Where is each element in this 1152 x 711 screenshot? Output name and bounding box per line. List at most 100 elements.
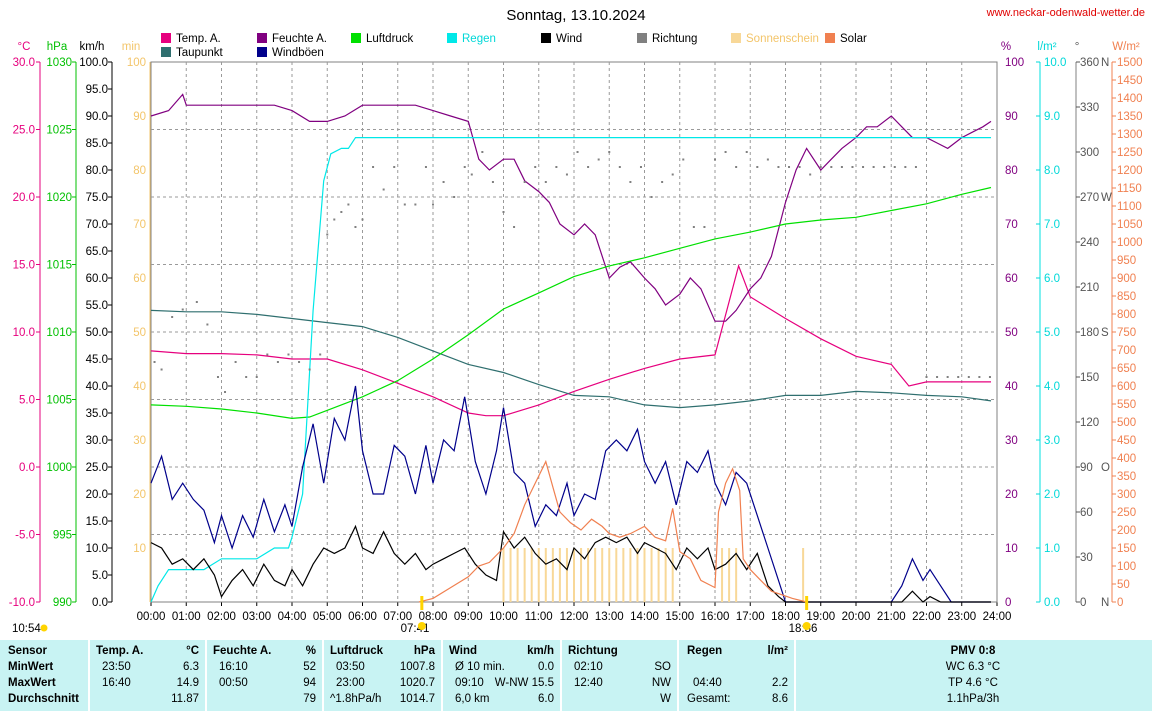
direction-point — [255, 376, 258, 378]
tick-label-solar: 1200 — [1117, 165, 1143, 177]
legend-label-3: Windböen — [272, 47, 324, 59]
sunshine-bar — [523, 548, 526, 602]
direction-point — [777, 166, 780, 168]
stat-value: 11.87 — [171, 693, 199, 705]
stat-value: 14.9 — [176, 677, 199, 689]
sunshine-bar — [636, 548, 639, 602]
tick-label-sunshine: 70 — [133, 219, 146, 231]
axis-unit-wind: km/h — [80, 41, 105, 53]
tick-label-rain: 10.0 — [1044, 57, 1066, 69]
direction-point — [703, 226, 706, 228]
stat-time: 03:50 — [336, 661, 365, 673]
direction-point — [809, 173, 812, 176]
stat-unit: l/m² — [767, 645, 788, 657]
direction-point — [206, 323, 209, 326]
tick-label-direction: 30 — [1080, 552, 1093, 564]
sunshine-bar — [509, 548, 512, 602]
x-tick-label: 01:00 — [172, 611, 201, 623]
axis-unit-rain: l/m² — [1037, 41, 1056, 53]
tick-label-solar: 0 — [1117, 597, 1123, 609]
stats-pressure: Luftdruck hPa 03:50 1007.8 23:00 1020.7 ^1.… — [324, 640, 441, 711]
axis-unit-sunshine: min — [122, 41, 141, 53]
x-tick-label: 24:00 — [983, 611, 1012, 623]
source-link[interactable]: www.neckar-odenwald-wetter.de — [986, 7, 1145, 19]
direction-point — [788, 166, 791, 168]
tick-label-sunshine: 40 — [133, 381, 146, 393]
tick-label-solar: 750 — [1117, 327, 1136, 339]
tick-label-solar: 650 — [1117, 363, 1136, 375]
x-tick-label: 14:00 — [630, 611, 659, 623]
stats-direction: Richtung 02:10 SO 12:40 NW W — [562, 640, 677, 711]
stat-time: ^1.8hPa/h — [330, 693, 382, 705]
tick-label-wind: 70.0 — [86, 219, 108, 231]
stat-time: 12:40 — [574, 677, 603, 689]
sunshine-bar — [728, 548, 731, 602]
legend-label-0: Temp. A. — [176, 33, 221, 45]
stat-value: 1.1hPa/3h — [946, 693, 1000, 705]
series-line-luftdruck — [150, 186, 992, 420]
sun-icon — [802, 622, 811, 630]
direction-point — [308, 368, 311, 371]
sunshine-bar — [502, 548, 505, 602]
stat-value: 79 — [303, 693, 316, 705]
tick-label-rain: 4.0 — [1044, 381, 1060, 393]
direction-point — [745, 151, 748, 153]
axis-unit-direction: ° — [1075, 41, 1080, 53]
stat-value: 8.6 — [772, 693, 788, 705]
tick-label-humidity: 50 — [1005, 327, 1018, 339]
sunshine-bar — [657, 548, 660, 602]
direction-point — [245, 376, 248, 378]
stat-unit: % — [305, 645, 316, 657]
stat-time: 04:40 — [693, 677, 722, 689]
direction-point — [414, 203, 417, 206]
stat-value: W-NW 15.5 — [494, 677, 554, 689]
tick-label-solar: 800 — [1117, 309, 1136, 321]
x-tick-label: 19:00 — [806, 611, 835, 623]
legend-label-5: Regen — [462, 33, 496, 45]
legend-label-8: Sonnenschein — [746, 33, 819, 45]
tick-label-wind: 10.0 — [86, 543, 108, 555]
stats-panel: Sensor MinWert MaxWert Durchschnitt Temp… — [0, 640, 1152, 711]
direction-point — [234, 361, 237, 363]
direction-point — [224, 391, 227, 393]
direction-point — [608, 151, 611, 153]
legend-swatch — [541, 33, 551, 43]
tick-label-solar: 550 — [1117, 399, 1136, 411]
legend-label-2: Feuchte A. — [272, 33, 327, 45]
direction-point — [978, 376, 981, 378]
legend-swatch — [257, 33, 267, 43]
tick-label-wind: 5.0 — [92, 570, 108, 582]
stat-value: 1020.7 — [399, 677, 435, 689]
stats-rain: Regen l/m² 04:40 2.2 Gesamt: 8.6 — [679, 640, 794, 711]
tick-label-direction: 360 — [1080, 57, 1099, 69]
direction-point — [153, 361, 156, 363]
sensor-row: Durchschnitt — [8, 693, 79, 705]
tick-label-pressure: 1010 — [46, 327, 72, 339]
direction-point — [936, 376, 939, 378]
direction-point — [851, 166, 854, 168]
direction-point — [798, 166, 801, 168]
tick-label-solar: 50 — [1117, 579, 1130, 591]
tick-label-rain: 0.0 — [1044, 597, 1060, 609]
stat-header: Regen — [687, 645, 723, 657]
legend-label-4: Luftdruck — [366, 33, 414, 45]
tick-label-pressure: 1025 — [46, 125, 72, 137]
stat-unit: hPa — [413, 645, 435, 657]
series-line-feuchte-a- — [150, 93, 992, 322]
sunshine-bar — [530, 548, 533, 602]
direction-point — [756, 166, 759, 168]
tick-label-wind: 85.0 — [86, 138, 108, 150]
sunshine-bar — [537, 548, 540, 602]
stat-time: 23:00 — [336, 677, 365, 689]
stat-time: 00:50 — [219, 677, 248, 689]
tick-label-sunshine: 90 — [133, 111, 146, 123]
direction-point — [597, 158, 600, 161]
direction-point — [340, 211, 343, 213]
stats-wind: Wind km/h Ø 10 min. 0.0 09:10 W-NW 15.5 6,0… — [443, 640, 560, 711]
cardinal-label: N — [1101, 57, 1109, 69]
stat-value: WC 6.3 °C — [945, 661, 1001, 673]
direction-point — [513, 226, 516, 228]
tick-label-pressure: 1015 — [46, 260, 72, 272]
tick-label-solar: 1250 — [1117, 147, 1143, 159]
direction-point — [432, 203, 434, 206]
